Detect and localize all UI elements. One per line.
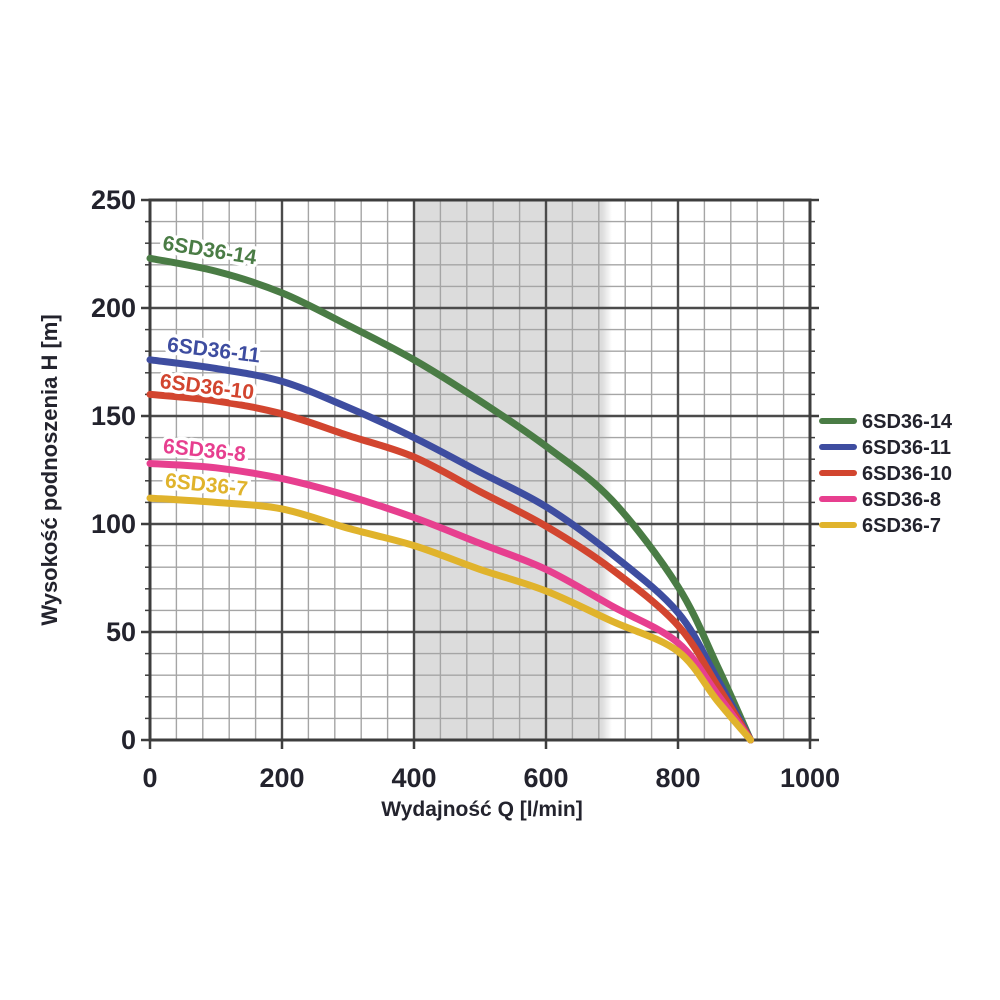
curve-6SD36-7	[146, 494, 755, 744]
curve-6SD36-14	[146, 254, 755, 744]
y-tick-label: 200	[91, 293, 136, 323]
legend-label: 6SD36-10	[862, 463, 952, 485]
tick-labels-layer: 0 200 400 600 800 1000 0 50 100 150 200 250	[91, 185, 840, 793]
legend-label: 6SD36-14	[862, 411, 953, 433]
curve-6SD36-11	[146, 356, 755, 744]
legend-label: 6SD36-8	[862, 489, 941, 511]
x-tick-label: 600	[523, 763, 568, 793]
legend: 6SD36-14 6SD36-11 6SD36-10 6SD36-8 6SD36-7	[819, 411, 953, 537]
legend-item: 6SD36-14	[819, 411, 953, 433]
x-tick-label: 400	[391, 763, 436, 793]
legend-item: 6SD36-8	[819, 489, 941, 511]
y-tick-label: 0	[121, 725, 136, 755]
legend-label: 6SD36-11	[862, 437, 951, 459]
curve-6SD36-10	[146, 390, 755, 744]
axis-ticks-layer	[141, 198, 819, 749]
y-tick-label: 150	[91, 401, 136, 431]
x-axis-title: Wydajność Q [l/min]	[381, 798, 582, 821]
x-tick-label: 200	[259, 763, 304, 793]
y-tick-label: 50	[106, 617, 136, 647]
legend-item: 6SD36-7	[819, 515, 941, 537]
x-tick-label: 1000	[780, 763, 840, 793]
x-tick-label: 0	[142, 763, 157, 793]
y-tick-label: 100	[91, 509, 136, 539]
y-axis-title: Wysokość podnoszenia H [m]	[37, 314, 62, 625]
plot-frame-layer	[148, 198, 812, 742]
legend-item: 6SD36-10	[819, 463, 952, 485]
y-tick-label: 250	[91, 185, 136, 215]
curves-layer	[146, 254, 755, 744]
curve-6SD36-8	[146, 460, 755, 744]
x-tick-label: 800	[655, 763, 700, 793]
legend-item: 6SD36-11	[819, 437, 951, 459]
plot-frame	[148, 198, 812, 742]
legend-label: 6SD36-7	[862, 515, 941, 537]
